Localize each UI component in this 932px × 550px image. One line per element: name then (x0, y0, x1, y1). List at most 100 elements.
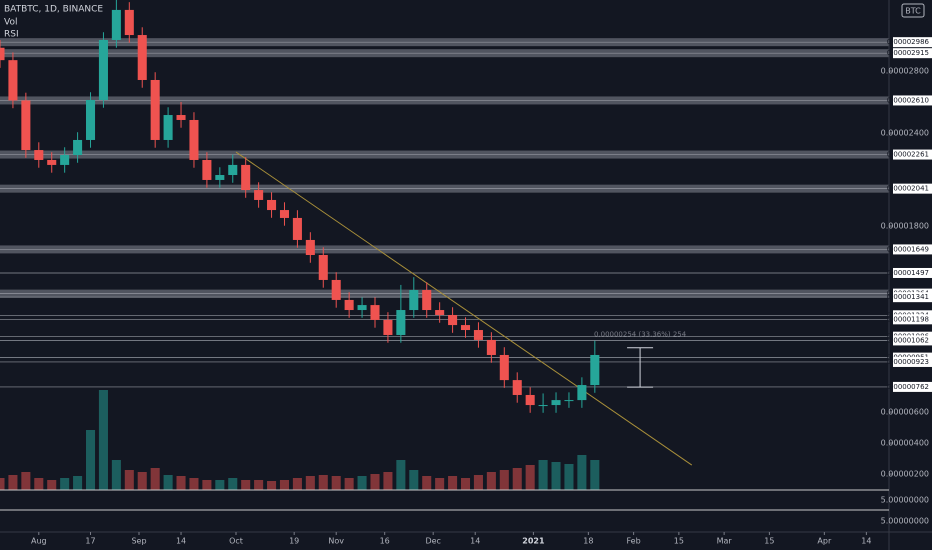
candle-body (396, 310, 406, 335)
candle-body (47, 159, 57, 165)
x-tick-label: 14 (861, 537, 871, 546)
volume-bar (98, 390, 108, 490)
level-label-box (893, 356, 932, 367)
level-label: 0.00000923 (887, 358, 929, 366)
candle-body (473, 330, 483, 340)
level-label: 0.00000762 (887, 383, 929, 391)
volume-bar (473, 475, 483, 490)
volume-bar (202, 480, 212, 490)
candle-body (525, 394, 535, 406)
price-scale-bg (889, 0, 932, 532)
currency-box[interactable] (901, 3, 925, 18)
y-tick-label: 0.00002800 (881, 66, 929, 75)
candle-body (150, 79, 160, 140)
candle-body (85, 99, 96, 140)
candle-body (137, 35, 147, 80)
level-label-box (893, 48, 932, 59)
level-label-box (893, 267, 932, 278)
volume-bar (111, 460, 121, 490)
volume-bar (47, 480, 57, 490)
x-tick-label: Feb (627, 537, 641, 546)
candle-body (499, 354, 509, 381)
x-tick-label: Mar (717, 537, 733, 546)
candle-body (176, 115, 186, 120)
x-tick-label: 15 (674, 537, 684, 546)
y-tick-label: 0.00000200 (881, 470, 929, 479)
volume-bar (8, 475, 18, 490)
level-label: 0.00001649 (887, 245, 929, 253)
x-tick-label: 15 (764, 537, 774, 546)
candle-body (409, 290, 419, 311)
volume-bar (344, 478, 354, 490)
x-tick-label: 2021 (522, 537, 545, 546)
candle-body (60, 155, 70, 165)
candle-body (228, 164, 238, 176)
volume-bar (60, 478, 70, 490)
y-tick-label: 0.00000400 (881, 439, 929, 448)
x-tick-label: 14 (176, 537, 186, 546)
candle-body (254, 190, 264, 200)
volume-bar (422, 476, 432, 490)
volume-bar (551, 462, 561, 490)
volume-bar (435, 478, 445, 490)
candle-body (538, 405, 548, 407)
volume-bar (189, 478, 199, 490)
volume-bar (228, 478, 238, 490)
candle-body (111, 9, 121, 40)
plot-layer: 0.00000254 (33.36%) 254 (0, 0, 889, 490)
level-label-box (893, 95, 932, 106)
candle-body (551, 400, 561, 406)
candle-body (422, 290, 432, 311)
x-tick-label: Dec (425, 537, 440, 546)
x-tick-label: Aug (31, 537, 47, 546)
level-label-box (893, 292, 932, 303)
level-label-box (893, 149, 932, 160)
volume-bar (0, 478, 5, 490)
candle-body (564, 400, 574, 402)
candle-body (34, 150, 44, 160)
candle-body (435, 310, 445, 315)
candle-body (241, 164, 251, 191)
level-label: 0.00002915 (887, 49, 929, 57)
candle-body (189, 119, 199, 160)
level-label-box (893, 244, 932, 255)
candle-body (486, 339, 496, 355)
currency-label[interactable]: BTC (905, 7, 921, 16)
volume-bar (163, 475, 173, 490)
candle-body (383, 319, 393, 335)
volume-bar (124, 470, 134, 490)
volume-bar (85, 430, 96, 490)
volume-bar (590, 460, 600, 490)
volume-bar (577, 455, 587, 490)
x-tick-label: 17 (85, 537, 95, 546)
x-tick-label: Oct (229, 537, 243, 546)
volume-bar (292, 478, 302, 490)
level-label-box (893, 381, 932, 392)
pane-scale-label: 5.00000000 (881, 517, 929, 526)
level-label-box (893, 37, 932, 48)
level-label: 0.00002986 (887, 38, 930, 46)
volume-bar (396, 460, 406, 490)
candle-body (370, 305, 380, 320)
volume-bar (150, 468, 160, 490)
level-label: 0.00002261 (887, 151, 929, 159)
candle-body (124, 9, 134, 36)
level-label-box (893, 335, 932, 346)
volume-bar (137, 472, 147, 490)
x-tick-label: Nov (328, 537, 344, 546)
x-tick-label: 19 (289, 537, 299, 546)
candle-body (267, 199, 277, 211)
candle-body (8, 60, 18, 101)
volume-bar (357, 476, 367, 490)
volume-bar (241, 480, 251, 490)
x-tick-label: Sep (131, 537, 146, 546)
level-label: 0.00002610 (887, 96, 929, 104)
candle-body (202, 159, 212, 180)
indicator-label: RSI (4, 30, 19, 40)
level-label: 0.00002041 (887, 185, 929, 193)
candle-body (292, 217, 302, 240)
volume-bar (279, 480, 290, 490)
x-tick-label: Apr (817, 537, 832, 546)
volume-bar (73, 476, 83, 490)
